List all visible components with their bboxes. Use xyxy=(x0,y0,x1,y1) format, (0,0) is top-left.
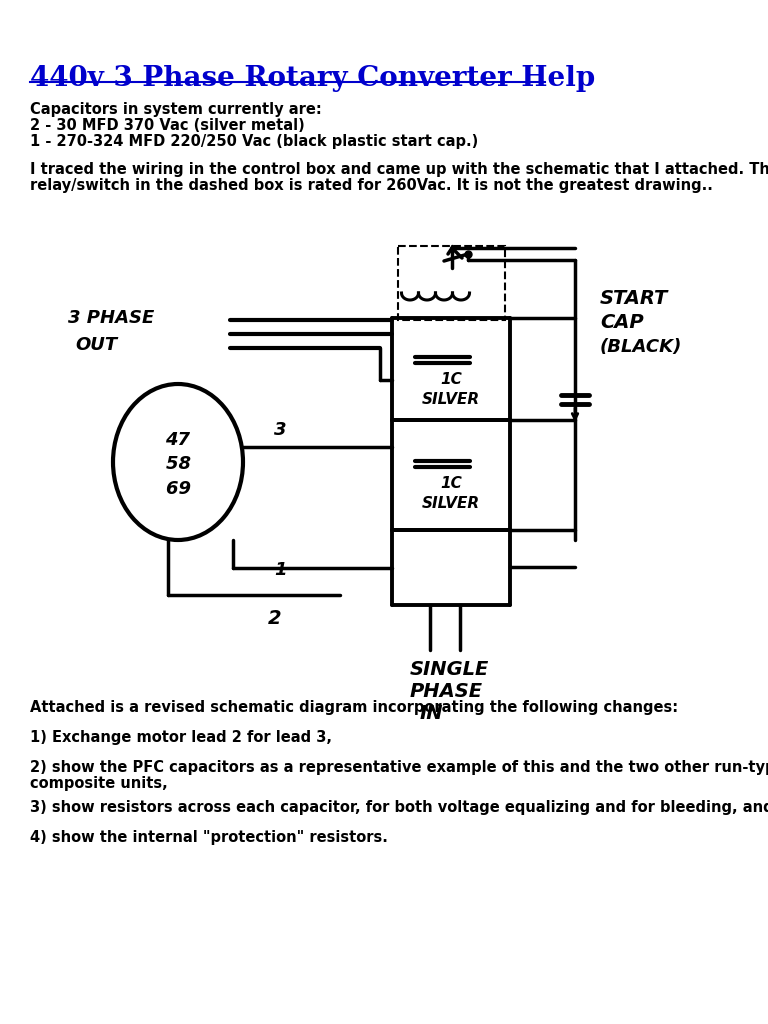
Text: Attached is a revised schematic diagram incorporating the following changes:: Attached is a revised schematic diagram … xyxy=(30,700,678,715)
Text: 3: 3 xyxy=(273,421,286,439)
Text: 4 7: 4 7 xyxy=(165,431,190,449)
Text: I traced the wiring in the control box and came up with the schematic that I att: I traced the wiring in the control box a… xyxy=(30,162,768,177)
Text: 3 PHASE: 3 PHASE xyxy=(68,309,154,327)
Text: 1 - 270-324 MFD 220/250 Vac (black plastic start cap.): 1 - 270-324 MFD 220/250 Vac (black plast… xyxy=(30,134,478,150)
Text: 3) show resistors across each capacitor, for both voltage equalizing and for ble: 3) show resistors across each capacitor,… xyxy=(30,800,768,815)
Bar xyxy=(398,246,505,319)
Text: OUT: OUT xyxy=(75,336,118,354)
Text: 1C: 1C xyxy=(440,475,462,490)
Text: (BLACK): (BLACK) xyxy=(600,338,683,356)
Text: composite units,: composite units, xyxy=(30,776,167,791)
Text: 5 8: 5 8 xyxy=(165,455,190,473)
Text: PHASE: PHASE xyxy=(410,682,483,701)
Text: 1: 1 xyxy=(273,561,286,579)
Text: 1) Exchange motor lead 2 for lead 3,: 1) Exchange motor lead 2 for lead 3, xyxy=(30,730,332,745)
Text: SILVER: SILVER xyxy=(422,391,480,407)
Text: 1C: 1C xyxy=(440,372,462,386)
Text: 2) show the PFC capacitors as a representative example of this and the two other: 2) show the PFC capacitors as a represen… xyxy=(30,760,768,775)
Text: 2: 2 xyxy=(268,608,282,628)
Text: 4) show the internal "protection" resistors.: 4) show the internal "protection" resist… xyxy=(30,830,388,845)
Text: Capacitors in system currently are:: Capacitors in system currently are: xyxy=(30,102,322,117)
Text: 440v 3 Phase Rotary Converter Help: 440v 3 Phase Rotary Converter Help xyxy=(30,65,595,92)
Text: CAP: CAP xyxy=(600,312,644,332)
Text: START: START xyxy=(600,289,668,307)
Text: SILVER: SILVER xyxy=(422,496,480,511)
Text: SINGLE: SINGLE xyxy=(410,660,489,679)
Text: relay/switch in the dashed box is rated for 260Vac. It is not the greatest drawi: relay/switch in the dashed box is rated … xyxy=(30,178,713,193)
Text: IN: IN xyxy=(420,705,444,723)
Text: 6 9: 6 9 xyxy=(165,480,190,498)
Text: 2 - 30 MFD 370 Vac (silver metal): 2 - 30 MFD 370 Vac (silver metal) xyxy=(30,118,305,133)
